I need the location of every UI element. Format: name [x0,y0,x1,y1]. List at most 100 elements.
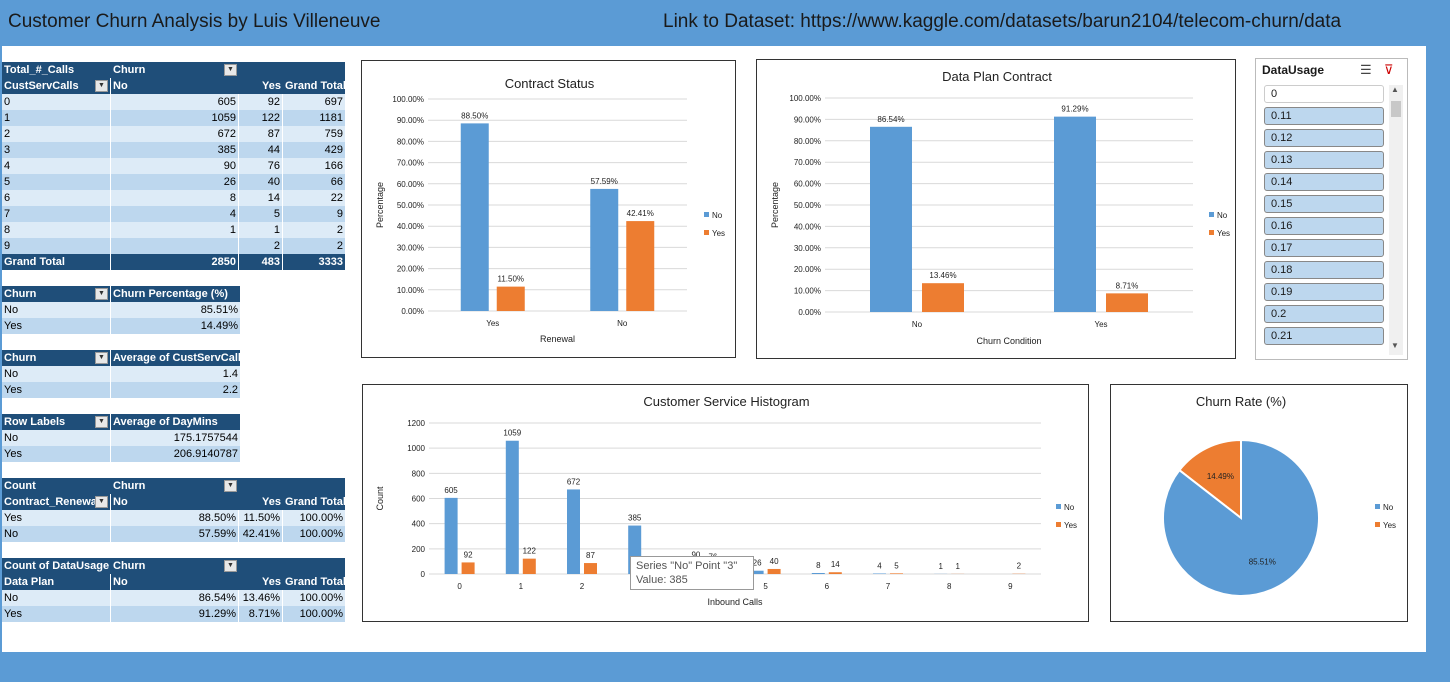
slicer-item[interactable]: 0.11 [1264,107,1384,125]
bar-no [873,573,886,574]
tooltip-series: Series "No" Point "3" [636,560,738,572]
bar-yes [828,572,842,574]
filter-dropdown-icon[interactable]: ▼ [95,416,108,428]
bar-yes [584,563,597,574]
table-cell: 0 [2,94,111,110]
slicer-item[interactable]: 0.19 [1264,283,1384,301]
table-cell: 26 [111,174,239,190]
slicer-item[interactable]: 0.16 [1264,217,1384,235]
chart-title: Customer Service Histogram [643,394,809,409]
slicer-item[interactable]: 0.2 [1264,305,1384,323]
y-tick-label: 40.00% [794,222,821,231]
table-cell: 88.50% [111,510,239,526]
y-tick-label: 0.00% [401,307,424,316]
table-row: No 86.54% 13.46% 100.00% [2,590,345,606]
slicer-item[interactable]: 0.17 [1264,239,1384,257]
y-tick-label: 50.00% [794,201,821,210]
chart-title: Churn Rate (%) [1196,394,1286,409]
table-cell: 66 [330,176,343,188]
table-cell: 3 [2,142,111,158]
slicer-scrollbar[interactable]: ▲ ▼ [1389,85,1403,355]
scroll-up-icon[interactable]: ▲ [1391,85,1399,94]
pivot-header-row: Count of DataUsage Churn ▼ [2,558,345,574]
table-cell: 8 [111,190,239,206]
header-cell: Total_#_Calls [4,64,75,76]
slicer-item[interactable]: 0.21 [1264,327,1384,345]
y-tick-label: 0.00% [798,308,821,317]
y-tick-label: 10.00% [397,286,424,295]
header-cell: Grand Total [285,576,345,588]
header-cell [239,62,283,78]
multi-select-icon[interactable]: ☰ [1360,62,1372,77]
table-cell: 8 [2,222,111,238]
filter-dropdown-icon[interactable]: ▼ [224,480,237,492]
y-tick-label: 20.00% [397,265,424,274]
pivot-table-churn-percentage[interactable]: Churn ▼ Churn Percentage (%) No 85.51% Yes 14.… [2,286,240,334]
pivot-table-contract-renewal[interactable]: Count Churn ▼ Contract_Renewal ▼ No Yes Grand T… [2,478,345,542]
bar-no [460,123,489,311]
pie-slice-yes [1177,438,1242,521]
chart-data-plan-contract[interactable]: Data Plan Contract 0.00% 10.00% 20.00% 30.00… [756,59,1236,359]
table-cell: 22 [330,192,343,204]
slicer-item[interactable]: 0.14 [1264,173,1384,191]
table-cell: 92 [239,94,283,110]
header-cell: Yes [262,576,281,588]
table-row: 5 26 40 66 [2,174,345,190]
bar-yes [890,573,903,574]
legend-label: Yes [712,229,725,238]
scrollbar-thumb[interactable] [1391,101,1401,117]
pivot-header-row: Count Churn ▼ [2,478,345,494]
pivot-table-avg-calls[interactable]: Churn ▼ Average of CustServCalls No 1.4 Yes 2.… [2,350,240,398]
filter-dropdown-icon[interactable]: ▼ [95,288,108,300]
data-label: 11.50% [497,275,524,284]
chart-churn-rate[interactable]: Churn Rate (%) 14.49% 85.51% No Yes [1110,384,1408,622]
filter-dropdown-icon[interactable]: ▼ [95,352,108,364]
y-tick-label: 100.00% [392,95,424,104]
bar-yes [496,286,525,311]
slicer-item[interactable]: 0 [1264,85,1384,103]
pivot-table-daymins[interactable]: Row Labels ▼ Average of DayMins No 175.17575… [2,414,240,462]
header-cell: Grand Total [285,496,345,508]
filter-dropdown-icon[interactable]: ▼ [95,496,108,508]
x-tick-label: No [912,320,923,329]
header-cell: No [113,80,128,92]
filter-dropdown-icon[interactable]: ▼ [95,80,108,92]
filter-dropdown-icon[interactable]: ▼ [224,64,237,76]
table-cell: 40 [239,174,283,190]
bar-no [870,126,912,312]
data-label: 8.71% [1116,281,1139,290]
pivot-table-data-plan[interactable]: Count of DataUsage Churn ▼ Data Plan No Yes Gr… [2,558,345,622]
bar-no [811,572,825,574]
table-cell: Yes [2,318,111,334]
chart-title: Data Plan Contract [942,69,1052,84]
slicer-item[interactable]: 0.12 [1264,129,1384,147]
table-cell: 13.46% [239,590,283,606]
data-label: 88.50% [461,111,488,120]
table-cell: 2 [2,126,111,142]
table-cell: 1 [239,222,283,238]
tooltip-value: Value: 385 [636,574,688,586]
x-tick-label: 0 [457,582,462,591]
table-cell: 90 [111,158,239,174]
filter-dropdown-icon[interactable]: ▼ [224,560,237,572]
dataset-link[interactable]: Link to Dataset: https://www.kaggle.com/… [663,11,1342,32]
header-cell: CustServCalls ▼ [2,78,111,94]
header-cell: Average of DayMins [113,416,218,428]
slicer-item[interactable]: 0.15 [1264,195,1384,213]
slicer-item[interactable]: 0.13 [1264,151,1384,169]
slicer-datausage[interactable]: DataUsage ☰ ⊽ 0 0.11 0.12 0.13 0.14 0.15 0.16 0… [1255,58,1408,360]
chart-contract-status[interactable]: Contract Status 0.00% 10.00% 20.00% 30.00% 40… [361,60,736,358]
pivot-header-row: Contract_Renewal ▼ No Yes Grand Total [2,494,345,510]
table-row: Yes 206.9140787 [2,446,240,462]
slicer-item[interactable]: 0.18 [1264,261,1384,279]
table-cell: 4 [111,206,239,222]
y-tick-label: 1000 [407,444,425,453]
x-tick-label: 7 [886,582,891,591]
slicer-title: DataUsage [1262,63,1325,77]
scroll-down-icon[interactable]: ▼ [1391,341,1399,350]
clear-filter-icon[interactable]: ⊽ [1384,62,1394,77]
bar-yes [461,562,475,574]
header-cell: Churn ▼ [111,558,239,574]
pivot-table-calls[interactable]: Total_#_Calls Churn ▼ CustServCalls ▼ No Yes Gr… [2,62,345,270]
table-row: 6 8 14 22 [2,190,345,206]
